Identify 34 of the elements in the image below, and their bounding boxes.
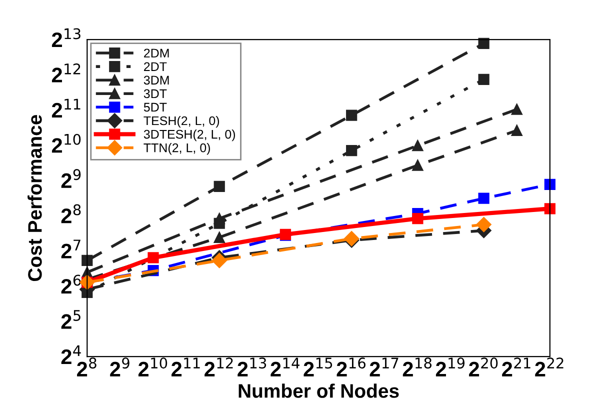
x-tick-label: 2$^{17}$	[370, 358, 398, 376]
y-tick-label: 2$^{12}$	[52, 63, 80, 82]
y-tick-label: 2$^{11}$	[52, 98, 80, 118]
x-tick-label: 2$^{15}$	[304, 358, 332, 376]
x-tick-label: 2$^{11}$	[172, 358, 200, 376]
y-tick-label: 2$^{10}$	[52, 134, 81, 153]
x-tick-label: 2$^{16}$	[336, 358, 366, 376]
x-tick-label: 2$^{10}$	[138, 358, 168, 376]
legend-label: TTN(2, L, 0)	[144, 143, 210, 155]
x-tick-label: 2$^{9}$	[110, 358, 130, 376]
legend-label: 5DT	[144, 102, 167, 112]
legend-label: 2DM	[144, 48, 169, 58]
x-tick-label: 2$^{22}$	[535, 358, 564, 376]
x-tick-label: 2$^{14}$	[270, 358, 300, 376]
legend-label: 2DT	[144, 62, 167, 71]
y-tick-label: 2$^{6}$	[61, 274, 81, 294]
y-tick-label: 2$^{5}$	[61, 310, 80, 329]
y-axis-title: Cost Performance	[28, 114, 42, 282]
y-tick-label: 2$^{9}$	[61, 169, 81, 188]
x-tick-label: 2$^{8}$	[77, 358, 96, 376]
legend-label: 3DM	[144, 76, 169, 85]
y-tick-label: 2$^{7}$	[61, 240, 80, 258]
x-tick-label: 2$^{21}$	[502, 358, 530, 376]
x-tick-label: 2$^{13}$	[238, 358, 266, 376]
legend-label: 3DT	[144, 89, 167, 98]
y-tick-label: 2$^{8}$	[61, 204, 81, 224]
legend-label: TESH(2, L, 0)	[144, 116, 220, 128]
x-tick-label: 2$^{20}$	[469, 358, 498, 376]
x-tick-label: 2$^{18}$	[402, 358, 432, 376]
x-tick-label: 2$^{12}$	[204, 358, 233, 376]
x-axis-title: Number of Nodes	[238, 384, 399, 398]
y-tick-label: 2$^{13}$	[52, 28, 80, 48]
legend-label: 3DTESH(2, L, 0)	[144, 130, 236, 142]
x-tick-label: 2$^{19}$	[436, 358, 465, 376]
